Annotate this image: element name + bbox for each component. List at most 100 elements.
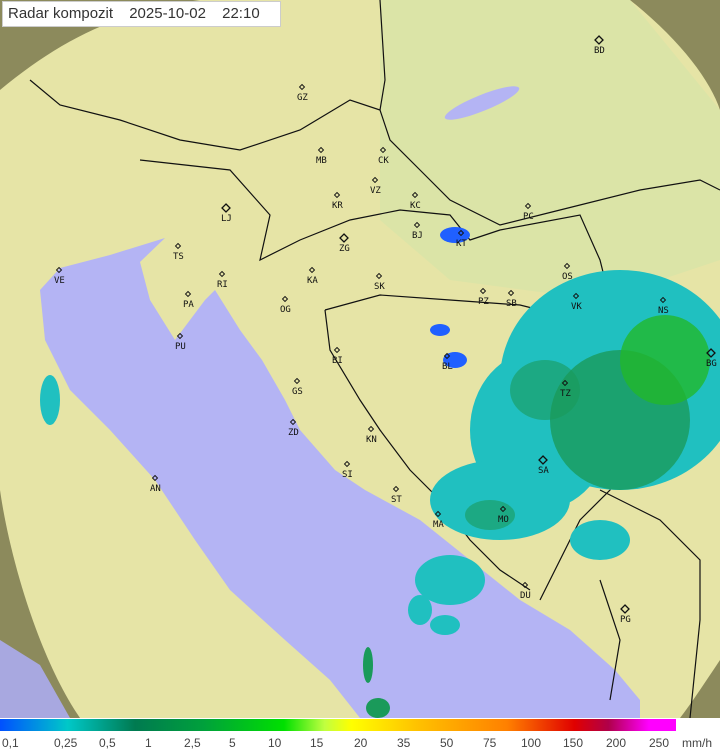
city-lj: LJ bbox=[221, 203, 232, 224]
city-label: VE bbox=[54, 276, 65, 286]
city-label: SI bbox=[342, 470, 353, 480]
city-label: PC bbox=[523, 212, 534, 222]
legend-value: 150 bbox=[563, 736, 584, 750]
city-sb: SB bbox=[506, 289, 517, 309]
city-label: RI bbox=[217, 280, 228, 290]
city-marker-icon bbox=[339, 233, 349, 243]
city-marker-icon bbox=[594, 35, 604, 45]
legend-labels: 0,1 0,25 0,5 1 2,5 5 10 15 20 35 50 75 1… bbox=[0, 736, 720, 751]
city-marker-icon bbox=[174, 242, 182, 250]
city-label: OG bbox=[280, 305, 291, 315]
city-marker-icon bbox=[333, 346, 341, 354]
city-si: SI bbox=[342, 460, 353, 480]
city-bl: BL bbox=[442, 352, 453, 372]
city-label: KC bbox=[410, 201, 421, 211]
city-marker-icon bbox=[413, 221, 421, 229]
title-label: Radar kompozit bbox=[8, 5, 114, 22]
city-bj: BJ bbox=[412, 221, 423, 241]
city-mb: MB bbox=[316, 146, 327, 166]
city-marker-icon bbox=[367, 425, 375, 433]
legend-value: 200 bbox=[606, 736, 627, 750]
city-pa: PA bbox=[183, 290, 194, 310]
plain-shading bbox=[380, 0, 720, 300]
city-pg: PG bbox=[620, 604, 631, 625]
city-marker-icon bbox=[221, 203, 231, 213]
city-label: VK bbox=[571, 302, 582, 312]
city-vz: VZ bbox=[370, 176, 381, 196]
radar-map[interactable]: GZ BD MB CK VZ KR KC PC LJ ZG BJ KT TS VE RI KA SK OS PA OG… bbox=[0, 0, 720, 718]
city-marker-icon bbox=[499, 505, 507, 513]
legend-value: 15 bbox=[310, 736, 324, 750]
legend-value: 1 bbox=[145, 736, 152, 750]
city-marker-icon bbox=[561, 379, 569, 387]
legend-value: 20 bbox=[354, 736, 368, 750]
city-label: OS bbox=[562, 272, 573, 282]
city-label: DU bbox=[520, 591, 531, 601]
legend-value: 2,5 bbox=[184, 736, 201, 750]
adriatic-sea bbox=[40, 238, 640, 718]
city-label: TS bbox=[173, 252, 184, 262]
city-vk: VK bbox=[571, 292, 582, 312]
city-label: PA bbox=[183, 300, 194, 310]
legend-value: 250 bbox=[649, 736, 670, 750]
city-marker-icon bbox=[572, 292, 580, 300]
lake-balaton bbox=[444, 86, 520, 120]
title-date: 2025-10-02 bbox=[129, 5, 206, 22]
city-label: BI bbox=[332, 356, 343, 366]
city-label: BJ bbox=[412, 231, 423, 241]
city-kn: KN bbox=[366, 425, 377, 445]
city-kt: KT bbox=[456, 229, 467, 249]
city-label: BL bbox=[442, 362, 453, 372]
city-bi: BI bbox=[332, 346, 343, 366]
legend-value: 10 bbox=[268, 736, 282, 750]
city-label: AN bbox=[150, 484, 161, 494]
city-marker-icon bbox=[524, 202, 532, 210]
city-label: KN bbox=[366, 435, 377, 445]
legend-value: 35 bbox=[397, 736, 411, 750]
city-ck: CK bbox=[378, 146, 389, 166]
city-label: BG bbox=[706, 359, 717, 369]
bottom-left-land bbox=[0, 640, 70, 718]
city-label: MB bbox=[316, 156, 327, 166]
city-ns: NS bbox=[658, 296, 669, 316]
city-label: VZ bbox=[370, 186, 381, 196]
city-an: AN bbox=[150, 474, 161, 494]
city-label: PG bbox=[620, 615, 631, 625]
legend-value: 0,5 bbox=[99, 736, 116, 750]
city-marker-icon bbox=[434, 510, 442, 518]
city-label: PU bbox=[175, 342, 186, 352]
city-marker-icon bbox=[289, 418, 297, 426]
legend-unit: mm/h bbox=[682, 736, 712, 750]
city-st: ST bbox=[391, 485, 402, 505]
city-sk: SK bbox=[374, 272, 385, 292]
city-label: MA bbox=[433, 520, 444, 530]
city-sa: SA bbox=[538, 455, 549, 476]
city-marker-icon bbox=[176, 332, 184, 340]
city-bd: BD bbox=[594, 35, 605, 56]
city-label: GZ bbox=[297, 93, 308, 103]
city-marker-icon bbox=[55, 266, 63, 274]
city-marker-icon bbox=[443, 352, 451, 360]
city-marker-icon bbox=[343, 460, 351, 468]
borders bbox=[29, 0, 720, 718]
city-ma: MA bbox=[433, 510, 444, 530]
city-marker-icon bbox=[521, 581, 529, 589]
city-og: OG bbox=[280, 295, 291, 315]
city-label: KR bbox=[332, 201, 343, 211]
legend-value: 0,25 bbox=[54, 736, 78, 750]
city-marker-icon bbox=[538, 455, 548, 465]
legend-value: 50 bbox=[440, 736, 454, 750]
title-time: 22:10 bbox=[222, 5, 260, 22]
city-gz: GZ bbox=[297, 83, 308, 103]
radar-echoes bbox=[40, 227, 720, 718]
city-zd: ZD bbox=[288, 418, 299, 438]
precipitation-color-scale bbox=[0, 719, 676, 731]
city-zg: ZG bbox=[339, 233, 350, 254]
city-kr: KR bbox=[332, 191, 343, 211]
city-tz: TZ bbox=[560, 379, 571, 399]
city-marker-icon bbox=[620, 604, 630, 614]
city-marker-icon bbox=[371, 176, 379, 184]
city-marker-icon bbox=[392, 485, 400, 493]
legend-value: 5 bbox=[229, 736, 236, 750]
city-label: KT bbox=[456, 239, 467, 249]
